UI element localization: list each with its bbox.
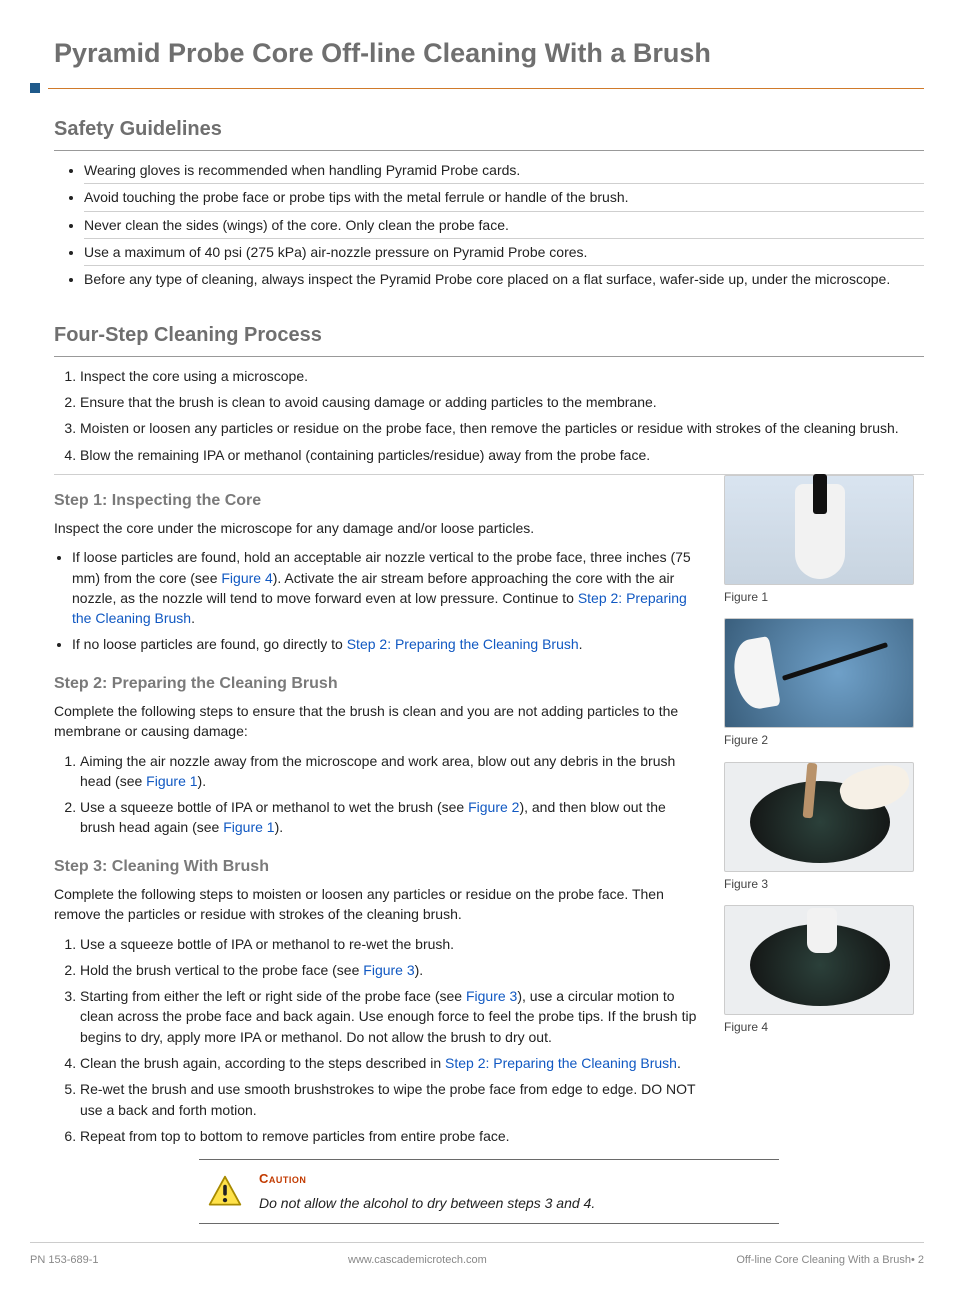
figure-link[interactable]: Figure 3	[363, 962, 414, 978]
figure-link[interactable]: Figure 2	[468, 799, 519, 815]
list-item: Use a squeeze bottle of IPA or methanol …	[80, 794, 702, 841]
figure-image	[724, 475, 914, 585]
list-item: Aiming the air nozzle away from the micr…	[80, 748, 702, 795]
caution-label: Caution	[259, 1170, 771, 1189]
step3-list: Use a squeeze bottle of IPA or methanol …	[54, 931, 702, 1150]
safety-heading: Safety Guidelines	[54, 115, 924, 144]
text: ).	[275, 819, 284, 835]
caution-message: Do not allow the alcohol to dry between …	[259, 1193, 771, 1213]
figure-caption: Figure 1	[724, 589, 914, 606]
step3-heading: Step 3: Cleaning With Brush	[54, 855, 702, 878]
footer-center: www.cascademicrotech.com	[348, 1253, 487, 1269]
list-item: Re-wet the brush and use smooth brushstr…	[80, 1076, 702, 1123]
page-title: Pyramid Probe Core Off-line Cleaning Wit…	[54, 34, 924, 73]
list-item: Clean the brush again, according to the …	[80, 1050, 702, 1076]
figure-image	[724, 618, 914, 728]
list-item: Before any type of cleaning, always insp…	[84, 266, 924, 292]
list-item: Starting from either the left or right s…	[80, 983, 702, 1050]
list-item: Never clean the sides (wings) of the cor…	[84, 212, 924, 239]
step-link[interactable]: Step 2: Preparing the Cleaning Brush	[445, 1055, 677, 1071]
figure-caption: Figure 4	[724, 1019, 914, 1036]
title-line	[48, 88, 924, 89]
divider	[54, 356, 924, 357]
footer: PN 153-689-1 www.cascademicrotech.com Of…	[30, 1242, 924, 1269]
figure-4: Figure 4	[724, 905, 914, 1036]
list-item: Wearing gloves is recommended when handl…	[84, 157, 924, 184]
text: .	[191, 610, 195, 626]
text: Use a squeeze bottle of IPA or methanol …	[80, 799, 468, 815]
list-item: Ensure that the brush is clean to avoid …	[80, 389, 924, 415]
list-item: Use a squeeze bottle of IPA or methanol …	[80, 931, 702, 957]
figure-image	[724, 762, 914, 872]
text: Starting from either the left or right s…	[80, 988, 466, 1004]
figure-caption: Figure 3	[724, 876, 914, 893]
list-item: If loose particles are found, hold an ac…	[72, 544, 702, 631]
process-overview-list: Inspect the core using a microscope. Ens…	[54, 363, 924, 468]
list-item: Moisten or loosen any particles or resid…	[80, 415, 924, 441]
figure-link[interactable]: Figure 1	[223, 819, 274, 835]
step2-list: Aiming the air nozzle away from the micr…	[54, 748, 702, 841]
list-item: Repeat from top to bottom to remove part…	[80, 1123, 702, 1149]
title-square-icon	[30, 83, 40, 93]
text: ).	[415, 962, 424, 978]
figures-column: Figure 1 Figure 2 Figure 3 Figure 4	[724, 475, 924, 1049]
text: .	[677, 1055, 681, 1071]
title-rule	[30, 83, 924, 93]
figure-image	[724, 905, 914, 1015]
step2-heading: Step 2: Preparing the Cleaning Brush	[54, 672, 702, 695]
safety-list: Wearing gloves is recommended when handl…	[54, 157, 924, 292]
step1-intro: Inspect the core under the microscope fo…	[54, 518, 702, 538]
figure-2: Figure 2	[724, 618, 914, 749]
figure-caption: Figure 2	[724, 732, 914, 749]
text: Clean the brush again, according to the …	[80, 1055, 445, 1071]
figure-link[interactable]: Figure 4	[221, 570, 272, 586]
process-heading: Four-Step Cleaning Process	[54, 321, 924, 350]
figure-link[interactable]: Figure 3	[466, 988, 517, 1004]
step2-intro: Complete the following steps to ensure t…	[54, 701, 702, 742]
figure-3: Figure 3	[724, 762, 914, 893]
divider	[54, 150, 924, 151]
list-item: Inspect the core using a microscope.	[80, 363, 924, 389]
text: Hold the brush vertical to the probe fac…	[80, 962, 363, 978]
step3-intro: Complete the following steps to moisten …	[54, 884, 702, 925]
step1-list: If loose particles are found, hold an ac…	[54, 544, 702, 657]
divider	[199, 1159, 779, 1160]
text: ).	[198, 773, 207, 789]
list-item: If no loose particles are found, go dire…	[72, 631, 702, 657]
step-link[interactable]: Step 2: Preparing the Cleaning Brush	[347, 636, 579, 652]
footer-left: PN 153-689-1	[30, 1253, 99, 1269]
text: .	[579, 636, 583, 652]
list-item: Use a maximum of 40 psi (275 kPa) air-no…	[84, 239, 924, 266]
figure-1: Figure 1	[724, 475, 914, 606]
caution-box: Caution Do not allow the alcohol to dry …	[199, 1159, 779, 1224]
list-item: Avoid touching the probe face or probe t…	[84, 184, 924, 211]
text: If no loose particles are found, go dire…	[72, 636, 347, 652]
list-item: Hold the brush vertical to the probe fac…	[80, 957, 702, 983]
figure-link[interactable]: Figure 1	[146, 773, 197, 789]
footer-right: Off-line Core Cleaning With a Brush• 2	[736, 1253, 924, 1269]
caution-icon	[207, 1174, 243, 1210]
list-item: Blow the remaining IPA or methanol (cont…	[80, 442, 924, 468]
divider	[199, 1223, 779, 1224]
step1-heading: Step 1: Inspecting the Core	[54, 489, 702, 512]
